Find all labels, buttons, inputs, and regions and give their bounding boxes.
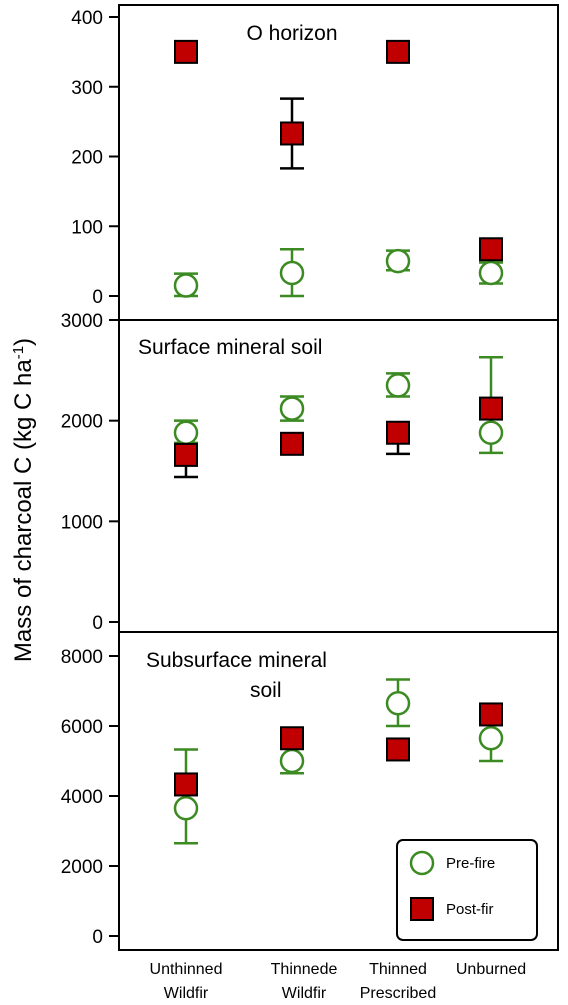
legend-post-fire-marker <box>410 897 434 921</box>
category-label: Thinned <box>369 961 427 978</box>
panel-2-post-fire-point <box>386 420 410 445</box>
panel-3-title: Subsurface mineral <box>146 649 327 672</box>
y-axis-label-superscript: -1 <box>10 346 27 359</box>
panel-1-post-fire-point <box>280 121 304 146</box>
panel-3-pre-fire-point <box>173 796 199 821</box>
category-label: Prescribed <box>360 985 436 1000</box>
panel-2-post-fire-point <box>174 442 198 467</box>
category-label: Wildfir <box>282 985 327 1000</box>
panel-1-ytick-label: 100 <box>71 217 103 238</box>
panel-1-pre-fire-point <box>279 260 305 286</box>
panel-1-pre-fire-point <box>173 273 199 298</box>
panel-1-post-fire-point <box>174 39 198 64</box>
panel-2-ytick-label: 2000 <box>61 412 103 433</box>
panel-1-title: O horizon <box>246 22 337 45</box>
panel-3-ytick-label: 4000 <box>61 787 103 808</box>
panel-1-post-fire-point <box>479 237 503 262</box>
legend-post-fire-label: Post-fir <box>446 901 494 918</box>
panel-3-title-line2: soil <box>250 679 282 702</box>
panel-2-post-fire-point <box>479 396 503 421</box>
legend-pre-fire-label: Pre-fire <box>446 855 495 872</box>
panel-3-post-fire-point <box>386 737 410 762</box>
y-axis-label-main: Mass of charcoal C (kg C ha <box>10 359 37 662</box>
panel-2-pre-fire-point <box>173 420 199 445</box>
panel-1-post-fire-point <box>386 39 410 64</box>
category-label: Unthinned <box>150 961 223 978</box>
panel-1-ytick-label: 400 <box>71 8 103 29</box>
panel-1-ytick-label: 0 <box>92 287 103 308</box>
panel-3-pre-fire-point <box>385 691 411 716</box>
panel-1-ytick-label: 300 <box>71 78 103 99</box>
panel-3-post-fire-point <box>280 726 304 751</box>
panel-2-pre-fire-point <box>279 396 305 421</box>
y-axis-label: Mass of charcoal C (kg C ha-1) <box>10 338 38 662</box>
legend-pre-fire-marker <box>409 850 435 876</box>
category-label: Unburned <box>456 961 526 978</box>
category-label: Thinnede <box>271 961 338 978</box>
panel-3-pre-fire-point <box>279 748 305 774</box>
panel-1-pre-fire-point <box>478 260 504 286</box>
panel-2-ytick-label: 1000 <box>61 512 103 533</box>
panel-2-post-fire-point <box>280 431 304 456</box>
y-axis-label-close: ) <box>10 338 37 346</box>
panel-3-frame <box>118 631 559 951</box>
panel-3-ytick-label: 0 <box>92 927 103 948</box>
panel-2-pre-fire-point <box>478 420 504 445</box>
panel-3-post-fire-point <box>174 772 198 797</box>
panel-3-post-fire-point <box>479 702 503 727</box>
panel-2-pre-fire-point <box>385 373 411 398</box>
panel-1-ytick-label: 200 <box>71 148 103 169</box>
panel-2-ytick-label: 0 <box>92 613 103 634</box>
panel-2-ytick-label: 3000 <box>61 311 103 332</box>
category-label: Wildfir <box>164 985 209 1000</box>
panel-3-ytick-label: 2000 <box>61 857 103 878</box>
panel-3-ytick-label: 6000 <box>61 717 103 738</box>
panel-1-pre-fire-point <box>385 248 411 274</box>
panel-3-pre-fire-point <box>478 726 504 751</box>
panel-2-title: Surface mineral soil <box>138 336 322 359</box>
panel-3-ytick-label: 8000 <box>61 647 103 668</box>
